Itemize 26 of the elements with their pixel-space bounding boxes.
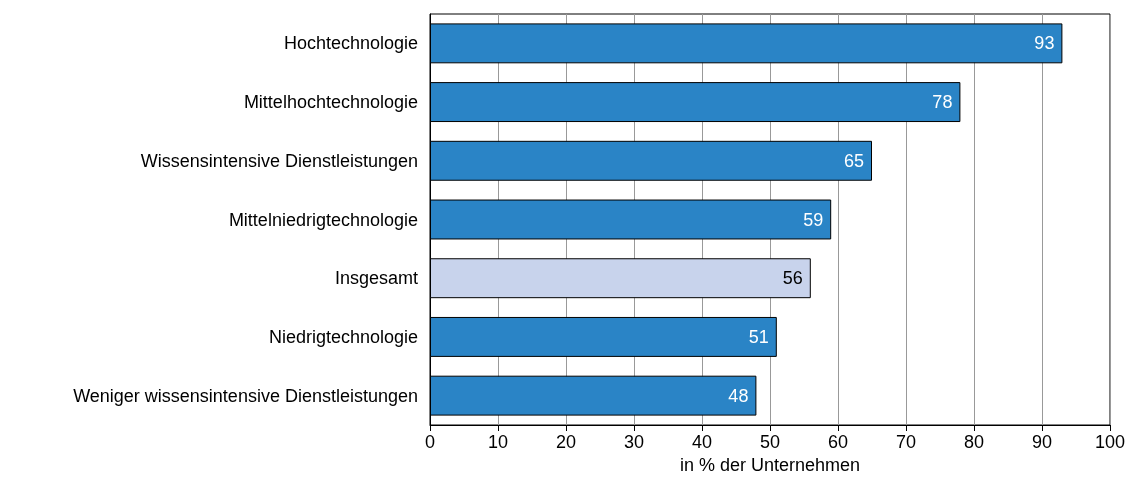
data-label: 51 [748,326,769,347]
y-tick-label: Mittelniedrigtechnologie [228,209,418,230]
x-tick-label: 10 [487,432,509,452]
x-axis-title: in % der Unternehmen [679,454,861,475]
y-tick-label: Mittelhochtechnologie [243,92,418,113]
data-label: 56 [782,268,803,289]
data-label: 48 [728,385,749,406]
data-label: 65 [843,150,864,171]
y-tick-label: Weniger wissensintensive Dienstleistungen [73,385,418,406]
data-label: 93 [1034,33,1055,54]
x-tick-label: 40 [691,432,713,452]
x-tick-label: 20 [555,432,577,452]
y-tick-label: Wissensintensive Dienstleistungen [140,150,418,171]
y-tick-label: Niedrigtechnologie [268,326,418,347]
data-label: 59 [803,209,824,230]
y-tick-label: Hochtechnologie [283,33,418,54]
data-label: 78 [932,92,953,113]
y-tick-label: Insgesamt [334,268,418,289]
x-tick-label: 90 [1031,432,1053,452]
x-tick-label: 80 [963,432,985,452]
x-tick-label: 30 [623,432,645,452]
x-tick-label: 60 [827,432,849,452]
x-tick-label: 70 [895,432,917,452]
x-tick-label: 50 [759,432,781,452]
x-tick-label: 0 [424,432,436,452]
x-tick-label: 100 [1094,432,1126,452]
